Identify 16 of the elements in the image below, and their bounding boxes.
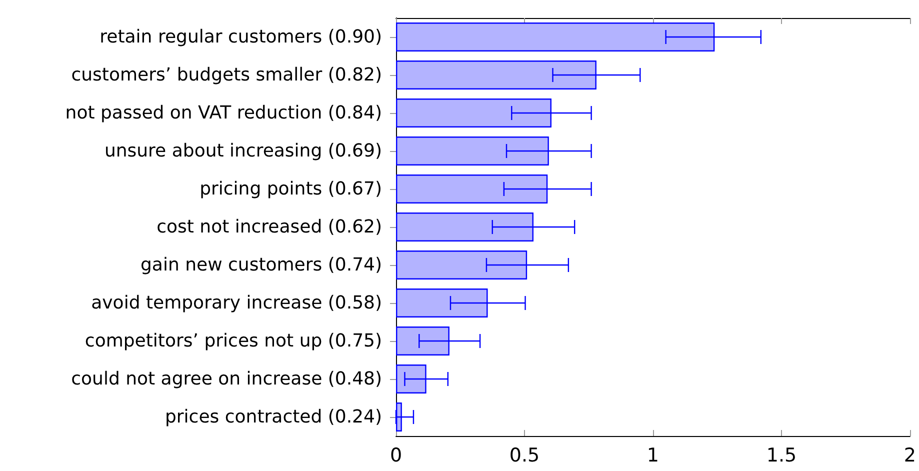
y-tick-label: prices contracted (0.24) xyxy=(164,406,382,428)
x-tick-label: 0 xyxy=(390,444,402,466)
x-tick-label: 0.5 xyxy=(509,444,540,466)
y-tick-label: retain regular customers (0.90) xyxy=(100,26,382,48)
x-tick-label: 1.5 xyxy=(766,444,797,466)
x-tick-label: 1 xyxy=(646,444,660,466)
y-tick-label: unsure about increasing (0.69) xyxy=(104,140,382,162)
y-tick-label: gain new customers (0.74) xyxy=(140,254,382,276)
y-tick-label: not passed on VAT reduction (0.84) xyxy=(65,102,382,124)
y-tick-label: avoid temporary increase (0.58) xyxy=(91,292,382,314)
y-tick-label: cost not increased (0.62) xyxy=(156,216,382,238)
y-tick-label: customers’ budgets smaller (0.82) xyxy=(71,64,382,86)
y-tick-label: competitors’ prices not up (0.75) xyxy=(84,330,382,352)
y-tick-label: could not agree on increase (0.48) xyxy=(71,368,382,390)
x-tick-label: 2 xyxy=(904,444,916,466)
y-tick-label: pricing points (0.67) xyxy=(200,178,382,200)
